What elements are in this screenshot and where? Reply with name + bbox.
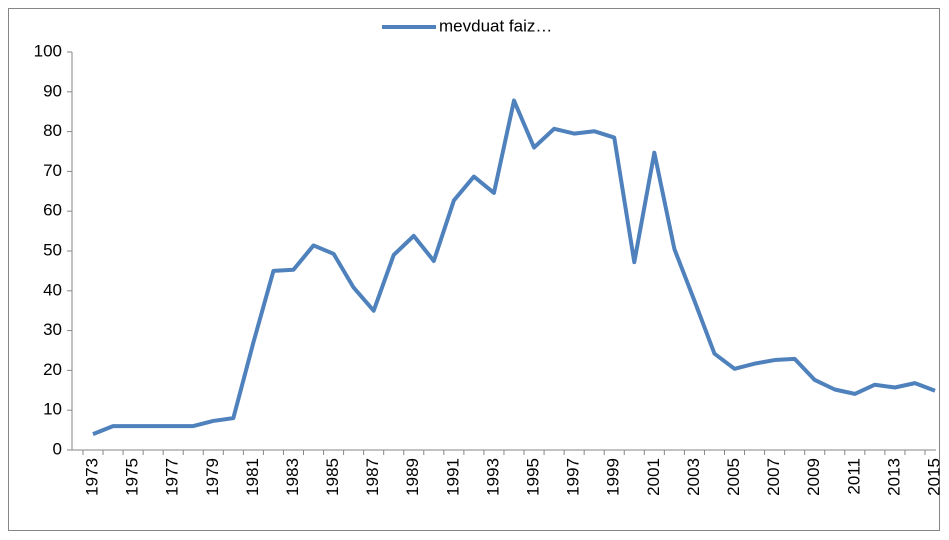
legend-label: mevduat faiz… xyxy=(439,16,552,35)
x-tick-label: 2001 xyxy=(644,458,663,496)
y-tick-label: 20 xyxy=(43,360,62,379)
x-tick-label: 2005 xyxy=(724,458,743,496)
y-tick-label: 90 xyxy=(43,81,62,100)
y-tick-label: 0 xyxy=(53,439,62,458)
x-tick-label: 1991 xyxy=(443,458,462,496)
x-tick-label: 2003 xyxy=(684,458,703,496)
x-tick-label: 1989 xyxy=(403,458,422,496)
y-tick-label: 50 xyxy=(43,240,62,259)
x-tick-label: 1975 xyxy=(123,458,142,496)
x-tick-label: 1997 xyxy=(564,458,583,496)
y-tick-label: 40 xyxy=(43,280,62,299)
y-tick-label: 30 xyxy=(43,320,62,339)
line-series xyxy=(92,98,936,436)
x-tick-label: 1993 xyxy=(483,458,502,496)
x-tick-label: 1977 xyxy=(163,458,182,496)
x-tick-label: 2007 xyxy=(764,458,783,496)
x-tick-label: 1983 xyxy=(283,458,302,496)
x-tick-label: 1995 xyxy=(524,458,543,496)
x-tick-label: 1985 xyxy=(323,458,342,496)
x-tick-label: 1973 xyxy=(82,458,101,496)
y-tick-label: 10 xyxy=(43,400,62,419)
x-tick-label: 2013 xyxy=(884,458,903,496)
x-tick-label: 1999 xyxy=(604,458,623,496)
y-tick-label: 60 xyxy=(43,201,62,220)
x-tick-label: 2009 xyxy=(804,458,823,496)
x-tick-label: 1987 xyxy=(363,458,382,496)
chart-border xyxy=(8,8,940,531)
y-tick-label: 70 xyxy=(43,161,62,180)
y-tick-label: 100 xyxy=(34,41,62,60)
x-tick-label: 2015 xyxy=(924,458,943,496)
x-tick-label: 1981 xyxy=(243,458,262,496)
y-tick-label: 80 xyxy=(43,121,62,140)
x-tick-label: 1979 xyxy=(203,458,222,496)
x-tick-label: 2011 xyxy=(844,458,863,495)
